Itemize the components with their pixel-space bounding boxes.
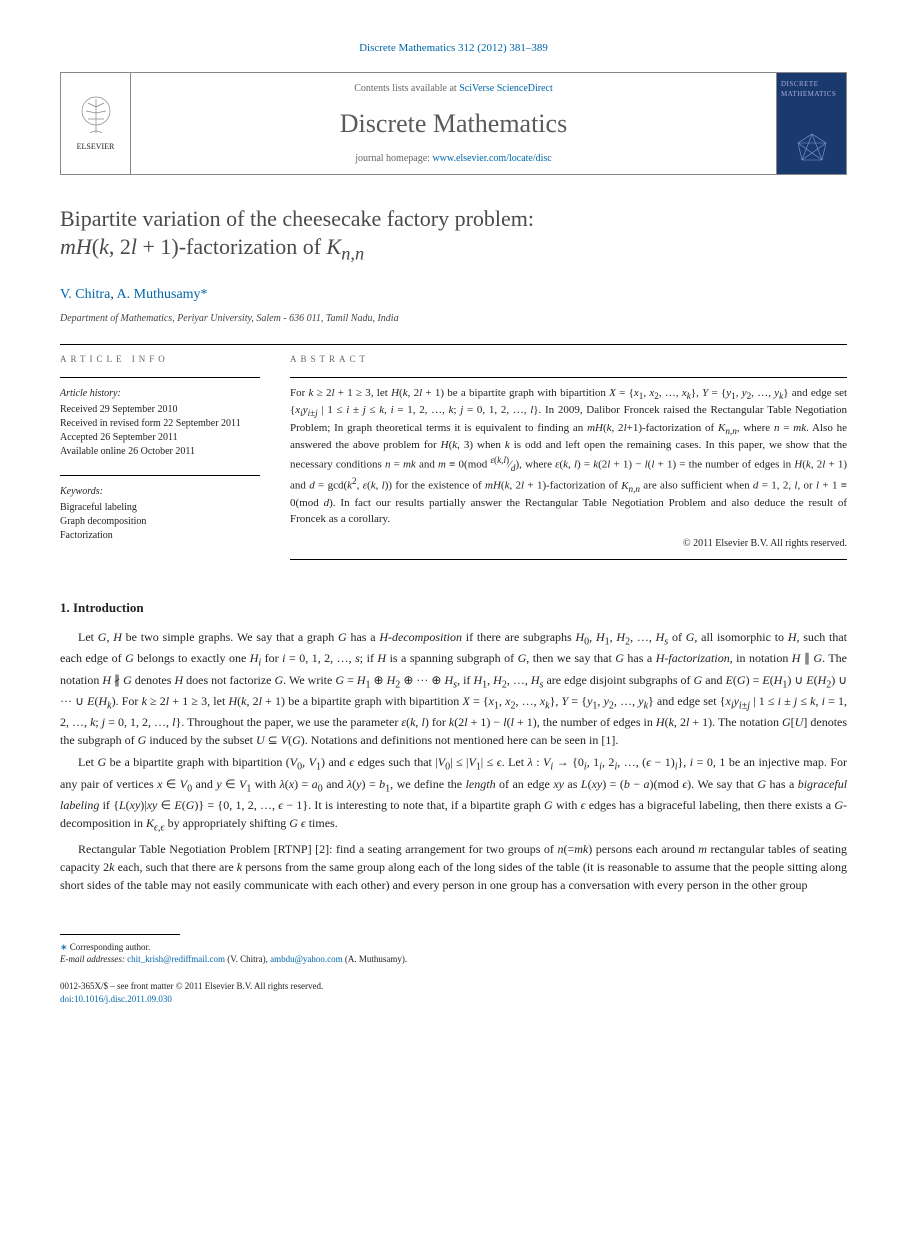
footer-meta: 0012-365X/$ – see front matter © 2011 El… bbox=[60, 980, 847, 1007]
journal-reference: Discrete Mathematics 312 (2012) 381–389 bbox=[60, 40, 847, 57]
sciencedirect-link[interactable]: SciVerse ScienceDirect bbox=[459, 83, 553, 94]
cover-graph-icon bbox=[792, 130, 832, 166]
info-abstract-row: ARTICLE INFO Article history: Received 2… bbox=[60, 353, 847, 568]
header-center: Contents lists available at SciVerse Sci… bbox=[131, 73, 776, 174]
journal-name: Discrete Mathematics bbox=[141, 104, 766, 143]
keyword: Graph decomposition bbox=[60, 515, 260, 529]
info-rule bbox=[60, 377, 260, 378]
abstract-label: ABSTRACT bbox=[290, 353, 847, 367]
doi-label[interactable]: doi: bbox=[60, 994, 74, 1004]
homepage-line: journal homepage: www.elsevier.com/locat… bbox=[141, 151, 766, 166]
article-title: Bipartite variation of the cheesecake fa… bbox=[60, 205, 847, 267]
abstract-column: ABSTRACT For k ≥ 2l + 1 ≥ 3, let H(k, 2l… bbox=[290, 353, 847, 568]
email-footnote: E-mail addresses: chit_krish@rediffmail.… bbox=[60, 953, 847, 966]
elsevier-tree-icon bbox=[76, 93, 116, 139]
body-paragraph: Rectangular Table Negotiation Problem [R… bbox=[60, 840, 847, 894]
email-who: (A. Muthusamy). bbox=[343, 954, 408, 964]
info-rule-2 bbox=[60, 475, 260, 476]
contents-prefix: Contents lists available at bbox=[354, 83, 459, 94]
keywords-heading: Keywords: bbox=[60, 484, 260, 499]
section-introduction: 1. Introduction Let G, H be two simple g… bbox=[60, 598, 847, 893]
corresponding-author-note: ∗ * Corresponding author.Corresponding a… bbox=[60, 941, 847, 954]
homepage-prefix: journal homepage: bbox=[355, 153, 432, 164]
emails-label: E-mail addresses: bbox=[60, 954, 127, 964]
title-line-1: Bipartite variation of the cheesecake fa… bbox=[60, 206, 534, 231]
body-paragraph: Let G, H be two simple graphs. We say th… bbox=[60, 628, 847, 750]
copyright: © 2011 Elsevier B.V. All rights reserved… bbox=[290, 536, 847, 551]
article-info-column: ARTICLE INFO Article history: Received 2… bbox=[60, 353, 260, 568]
author-email-link[interactable]: chit_krish@rediffmail.com bbox=[127, 954, 225, 964]
publisher-logo: ELSEVIER bbox=[61, 73, 131, 174]
abstract-rule bbox=[290, 377, 847, 378]
keyword: Factorization bbox=[60, 529, 260, 543]
keyword: Bigraceful labeling bbox=[60, 501, 260, 515]
title-line-2: mH(k, 2l + 1)-factorization of Kn,n bbox=[60, 234, 364, 259]
journal-cover-thumb: DISCRETE MATHEMATICS bbox=[776, 73, 846, 174]
history-line: Accepted 26 September 2011 bbox=[60, 431, 260, 445]
homepage-link[interactable]: www.elsevier.com/locate/disc bbox=[432, 153, 551, 164]
history-line: Available online 26 October 2011 bbox=[60, 445, 260, 459]
abstract-text: For k ≥ 2l + 1 ≥ 3, let H(k, 2l + 1) be … bbox=[290, 386, 847, 529]
footnote-rule bbox=[60, 934, 180, 935]
section-heading: 1. Introduction bbox=[60, 598, 847, 618]
affiliation: Department of Mathematics, Periyar Unive… bbox=[60, 311, 847, 326]
article-history: Article history: Received 29 September 2… bbox=[60, 386, 260, 459]
body-paragraph: Let G be a bipartite graph with bipartit… bbox=[60, 753, 847, 835]
issn-line: 0012-365X/$ – see front matter © 2011 El… bbox=[60, 980, 847, 994]
cover-title: DISCRETE MATHEMATICS bbox=[781, 79, 842, 100]
publisher-name: ELSEVIER bbox=[77, 141, 115, 153]
abstract-rule-bottom bbox=[290, 559, 847, 560]
authors: V. Chitra, A. Muthusamy* bbox=[60, 284, 847, 305]
doi-link[interactable]: 10.1016/j.disc.2011.09.030 bbox=[74, 994, 172, 1004]
history-line: Received 29 September 2010 bbox=[60, 403, 260, 417]
doi-line: doi:10.1016/j.disc.2011.09.030 bbox=[60, 993, 847, 1007]
author-email-link[interactable]: ambdu@yahoo.com bbox=[270, 954, 343, 964]
contents-line: Contents lists available at SciVerse Sci… bbox=[141, 81, 766, 96]
article-info-label: ARTICLE INFO bbox=[60, 353, 260, 367]
email-who: (V. Chitra), bbox=[225, 954, 270, 964]
history-heading: Article history: bbox=[60, 386, 260, 401]
keywords-block: Keywords: Bigraceful labeling Graph deco… bbox=[60, 484, 260, 543]
journal-header: ELSEVIER Contents lists available at Sci… bbox=[60, 72, 847, 175]
rule-top bbox=[60, 344, 847, 345]
history-line: Received in revised form 22 September 20… bbox=[60, 417, 260, 431]
